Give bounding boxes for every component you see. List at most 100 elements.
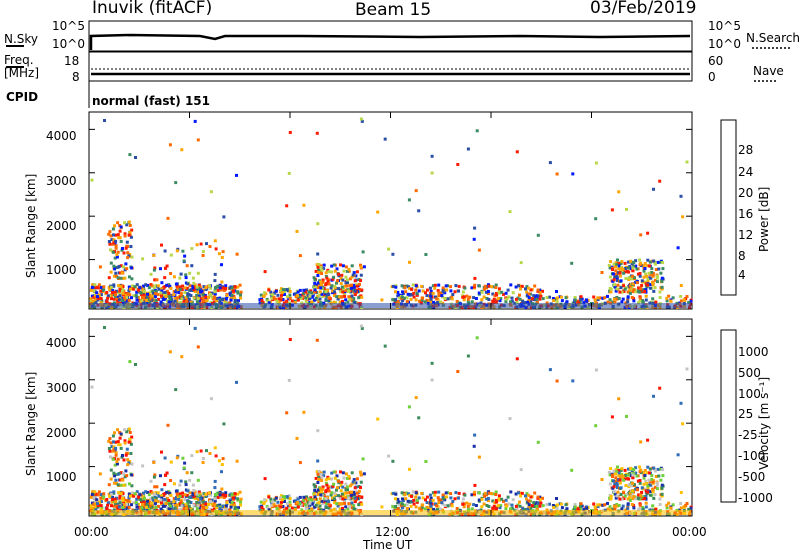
velocity-echo-cell: [132, 501, 136, 505]
power-echo-cell: [362, 265, 366, 269]
velocity-echo-cell: [137, 502, 141, 506]
power-echo-cell: [353, 279, 357, 283]
velocity-echo-cell: [644, 495, 648, 498]
velocity-echo-cell: [626, 502, 630, 506]
velocity-echo-cell: [511, 498, 515, 502]
power-echo-cell: [326, 292, 330, 296]
power-echo-cell: [622, 271, 626, 275]
velocity-echo-cell: [661, 474, 665, 478]
velocity-echo-cell: [359, 470, 362, 474]
power-echo-cell: [204, 286, 208, 290]
velocity-echo-cell: [159, 474, 162, 478]
power-echo-cell: [110, 297, 113, 301]
power-echo-cell: [316, 281, 320, 285]
velocity-echo-cell: [636, 496, 640, 500]
velocity-echo-cell: [428, 493, 432, 497]
velocity-echo-cell: [302, 410, 306, 414]
velocity-echo-cell: [201, 500, 205, 504]
velocity-echo-cell: [631, 489, 635, 493]
power-echo-cell: [112, 283, 116, 287]
power-echo-cell: [213, 279, 217, 283]
power-echo-cell: [124, 298, 128, 302]
power-echo-cell: [112, 264, 116, 268]
velocity-echo-cell: [130, 484, 134, 488]
power-echo-cell: [667, 294, 671, 298]
velocity-echo-cell: [276, 500, 280, 504]
xtick-2000: 20:00: [576, 525, 611, 539]
power-echo-cell: [560, 299, 564, 303]
velocity-echo-cell: [325, 502, 329, 506]
power-echo-cell: [325, 276, 329, 280]
velocity-echo-cell: [648, 467, 652, 471]
velocity-scatter: [89, 324, 693, 516]
power-echo-cell: [449, 285, 453, 289]
velocity-echo-cell: [279, 494, 283, 498]
power-echo-cell: [337, 272, 340, 276]
velocity-echo-cell: [187, 495, 191, 499]
velocity-echo-cell: [168, 350, 172, 354]
velocity-echo-cell: [168, 503, 172, 506]
velocity-echo-cell: [536, 440, 540, 444]
power-echo-cell: [533, 284, 537, 288]
power-echo-cell: [514, 285, 518, 289]
power-echo-cell: [632, 265, 636, 268]
power-echo-cell: [654, 300, 658, 304]
velocity-ytick-1000: 1000: [46, 470, 77, 484]
power-echo-cell: [223, 301, 227, 305]
velocity-echo-cell: [462, 502, 466, 506]
power-echo-cell: [320, 283, 324, 287]
power-echo-cell: [153, 295, 157, 299]
power-echo-cell: [615, 279, 619, 282]
power-echo-cell: [500, 290, 504, 294]
power-echo-cell: [361, 250, 365, 254]
velocity-echo-cell: [222, 422, 226, 426]
power-echo-cell: [430, 292, 434, 296]
date-title: 03/Feb/2019: [590, 0, 697, 18]
power-echo-cell: [90, 285, 94, 289]
velocity-echo-cell: [435, 504, 439, 508]
power-echo-cell: [421, 296, 425, 300]
power-echo-cell: [285, 299, 289, 303]
power-echo-cell: [201, 291, 205, 295]
velocity-echo-cell: [347, 474, 351, 478]
power-echo-cell: [199, 290, 203, 294]
power-echo-cell: [179, 291, 183, 295]
velocity-echo-cell: [433, 493, 437, 497]
velocity-echo-cell: [128, 482, 131, 486]
power-echo-cell: [614, 261, 618, 265]
power-echo-cell: [111, 250, 115, 254]
power-echo-cell: [344, 281, 348, 285]
power-echo-cell: [99, 297, 103, 301]
power-echo-cell: [353, 301, 357, 304]
power-echo-cell: [111, 291, 114, 294]
velocity-echo-cell: [106, 503, 110, 507]
velocity-echo-cell: [178, 483, 182, 487]
velocity-echo-cell: [310, 498, 314, 502]
power-echo-cell: [116, 299, 120, 303]
velocity-echo-cell: [112, 490, 116, 494]
power-echo-cell: [135, 295, 139, 299]
velocity-echo-cell: [107, 439, 111, 443]
power-echo-cell: [608, 298, 612, 302]
power-echo-cell: [148, 300, 152, 304]
power-echo-cell: [641, 290, 644, 294]
velocity-echo-cell: [655, 487, 659, 491]
power-echo-cell: [394, 285, 398, 289]
velocity-echo-cell: [350, 482, 354, 486]
velocity-echo-cell: [643, 487, 647, 491]
power-echo-cell: [474, 297, 478, 300]
velocity-echo-cell: [209, 397, 213, 401]
power-echo-cell: [122, 265, 125, 269]
velocity-echo-cell: [109, 441, 113, 445]
velocity-echo-cell: [156, 504, 160, 508]
power-echo-cell: [615, 287, 619, 291]
power-echo-cell: [573, 298, 577, 302]
power-echo-cell: [496, 297, 500, 301]
power-echo-cell: [183, 291, 187, 294]
power-echo-cell: [359, 263, 362, 267]
power-echo-cell: [319, 280, 323, 284]
velocity-echo-cell: [311, 500, 315, 504]
velocity-echo-cell: [638, 479, 642, 482]
power-echo-cell: [201, 254, 205, 257]
power-echo-cell: [93, 283, 97, 287]
